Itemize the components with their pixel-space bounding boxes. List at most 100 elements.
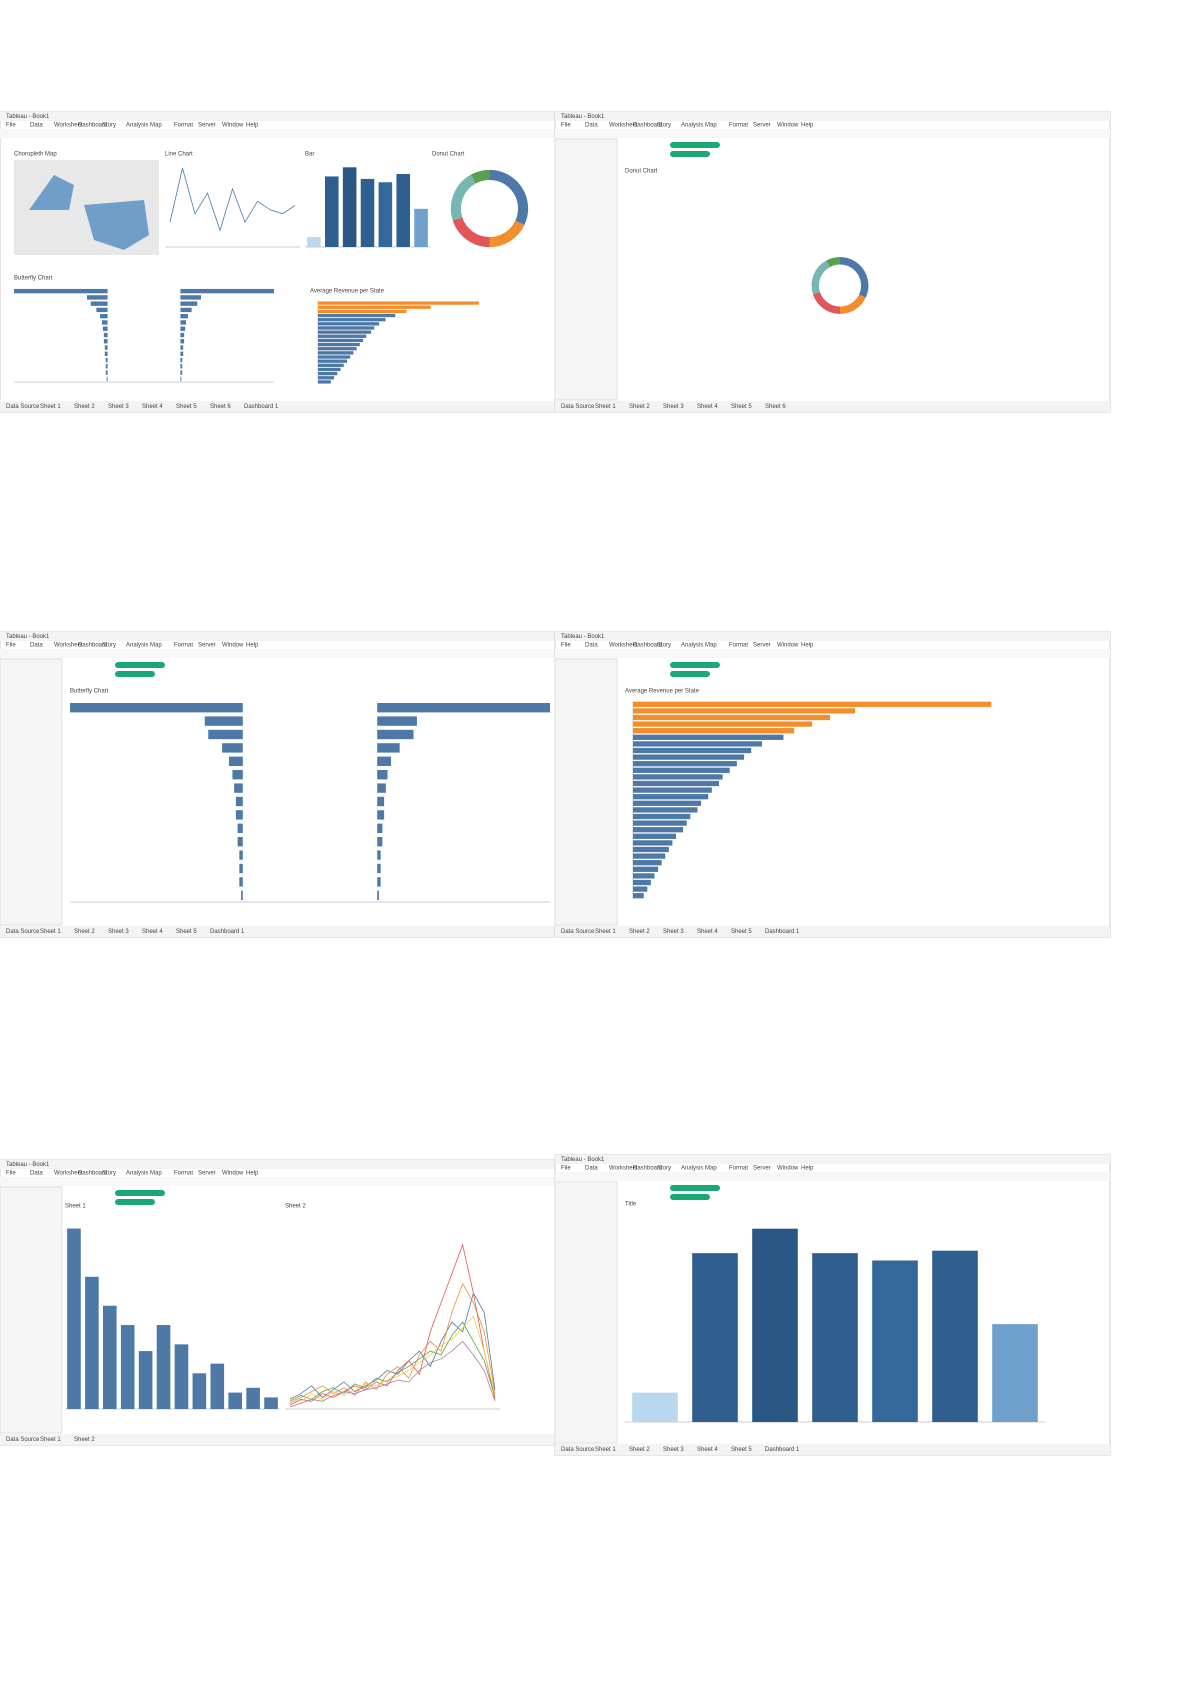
menu-item[interactable]: Data [585,1166,598,1172]
sheet-tab[interactable]: Dashboard 1 [244,404,279,410]
menu-item[interactable]: Map [150,123,162,129]
menu-item[interactable]: Server [198,643,216,649]
sheet-tab[interactable]: Sheet 4 [697,1447,718,1453]
menu-item[interactable]: Analysis [681,123,703,129]
menu-item[interactable]: Story [102,123,116,129]
menu-item[interactable]: Analysis [126,643,148,649]
menu-item[interactable]: Map [150,1171,162,1177]
menu-item[interactable]: Window [777,123,799,129]
menu-item[interactable]: Format [729,1166,748,1172]
menu-item[interactable]: Format [729,123,748,129]
sheet-tab[interactable]: Sheet 2 [74,1437,95,1443]
menu-item[interactable]: Analysis [681,1166,703,1172]
sheet-tab[interactable]: Sheet 5 [176,929,197,935]
menu-item[interactable]: File [6,1171,16,1177]
menu-item[interactable]: Window [222,643,244,649]
sheet-tab[interactable]: Sheet 1 [595,404,616,410]
menu-item[interactable]: Server [753,643,771,649]
sheet-tab[interactable]: Sheet 5 [731,929,752,935]
sheet-tab[interactable]: Dashboard 1 [210,929,245,935]
menu-item[interactable]: Format [174,123,193,129]
menu-item[interactable]: Window [222,1171,244,1177]
sheet-tab[interactable]: Data Source [6,404,40,410]
menu-item[interactable]: Server [198,123,216,129]
menu-item[interactable]: File [561,643,571,649]
menu-item[interactable]: Dashboard [633,123,662,129]
menu-item[interactable]: Data [585,643,598,649]
sheet-tab[interactable]: Sheet 4 [142,404,163,410]
menu-item[interactable]: Analysis [126,123,148,129]
menu-item[interactable]: Story [102,1171,116,1177]
sheet-tab[interactable]: Data Source [6,929,40,935]
sheet-tab[interactable]: Sheet 1 [40,929,61,935]
sheet-tab[interactable]: Sheet 3 [108,404,129,410]
menu-item[interactable]: Story [102,643,116,649]
sheet-tab[interactable]: Dashboard 1 [765,929,800,935]
sheet-tab[interactable]: Sheet 4 [142,929,163,935]
menu-item[interactable]: Map [705,1166,717,1172]
sheet-tab[interactable]: Sheet 2 [74,929,95,935]
menu-item[interactable]: Data [585,123,598,129]
sheet-tab[interactable]: Sheet 4 [697,929,718,935]
sheet-tab[interactable]: Sheet 3 [663,1447,684,1453]
sheet-tab[interactable]: Sheet 1 [595,1447,616,1453]
sheet-tab[interactable]: Sheet 3 [663,404,684,410]
sheet-tab[interactable]: Sheet 2 [629,404,650,410]
menu-item[interactable]: Format [174,643,193,649]
menu-item[interactable]: Worksheet [54,643,83,649]
menu-item[interactable]: Format [174,1171,193,1177]
menu-item[interactable]: Data [30,1171,43,1177]
menu-item[interactable]: Dashboard [78,643,107,649]
sheet-tab[interactable]: Sheet 1 [40,1437,61,1443]
menu-item[interactable]: Story [657,643,671,649]
menu-item[interactable]: Help [801,123,814,129]
menu-item[interactable]: Dashboard [633,643,662,649]
sheet-tab[interactable]: Sheet 2 [74,404,95,410]
sheet-tab[interactable]: Sheet 2 [629,1447,650,1453]
sheet-tab[interactable]: Data Source [6,1437,40,1443]
menu-item[interactable]: Data [30,123,43,129]
sheet-tab[interactable]: Data Source [561,929,595,935]
menu-item[interactable]: Help [246,1171,259,1177]
sheet-tab[interactable]: Sheet 5 [731,1447,752,1453]
menu-item[interactable]: File [6,123,16,129]
menu-item[interactable]: Help [246,123,259,129]
menu-item[interactable]: Worksheet [609,123,638,129]
menu-item[interactable]: File [561,123,571,129]
menu-item[interactable]: Server [753,1166,771,1172]
menu-item[interactable]: File [561,1166,571,1172]
sheet-tab[interactable]: Data Source [561,404,595,410]
menu-item[interactable]: Window [777,643,799,649]
sheet-tab[interactable]: Sheet 1 [40,404,61,410]
menu-item[interactable]: Analysis [681,643,703,649]
menu-item[interactable]: Dashboard [78,1171,107,1177]
menu-item[interactable]: Help [246,643,259,649]
menu-item[interactable]: Data [30,643,43,649]
menu-item[interactable]: Story [657,1166,671,1172]
sheet-tab[interactable]: Dashboard 1 [765,1447,800,1453]
sheet-tab[interactable]: Data Source [561,1447,595,1453]
sheet-tab[interactable]: Sheet 5 [731,404,752,410]
menu-item[interactable]: Help [801,643,814,649]
menu-item[interactable]: Map [150,643,162,649]
menu-item[interactable]: Map [705,643,717,649]
menu-item[interactable]: Worksheet [54,123,83,129]
sheet-tab[interactable]: Sheet 3 [663,929,684,935]
menu-item[interactable]: Story [657,123,671,129]
menu-item[interactable]: Server [198,1171,216,1177]
menu-item[interactable]: Window [777,1166,799,1172]
sheet-tab[interactable]: Sheet 6 [765,404,786,410]
menu-item[interactable]: Help [801,1166,814,1172]
menu-item[interactable]: Map [705,123,717,129]
menu-item[interactable]: Format [729,643,748,649]
sheet-tab[interactable]: Sheet 3 [108,929,129,935]
menu-item[interactable]: Window [222,123,244,129]
menu-item[interactable]: Dashboard [633,1166,662,1172]
menu-item[interactable]: Worksheet [609,1166,638,1172]
sheet-tab[interactable]: Sheet 1 [595,929,616,935]
menu-item[interactable]: Server [753,123,771,129]
menu-item[interactable]: Analysis [126,1171,148,1177]
sheet-tab[interactable]: Sheet 6 [210,404,231,410]
menu-item[interactable]: File [6,643,16,649]
sheet-tab[interactable]: Sheet 2 [629,929,650,935]
